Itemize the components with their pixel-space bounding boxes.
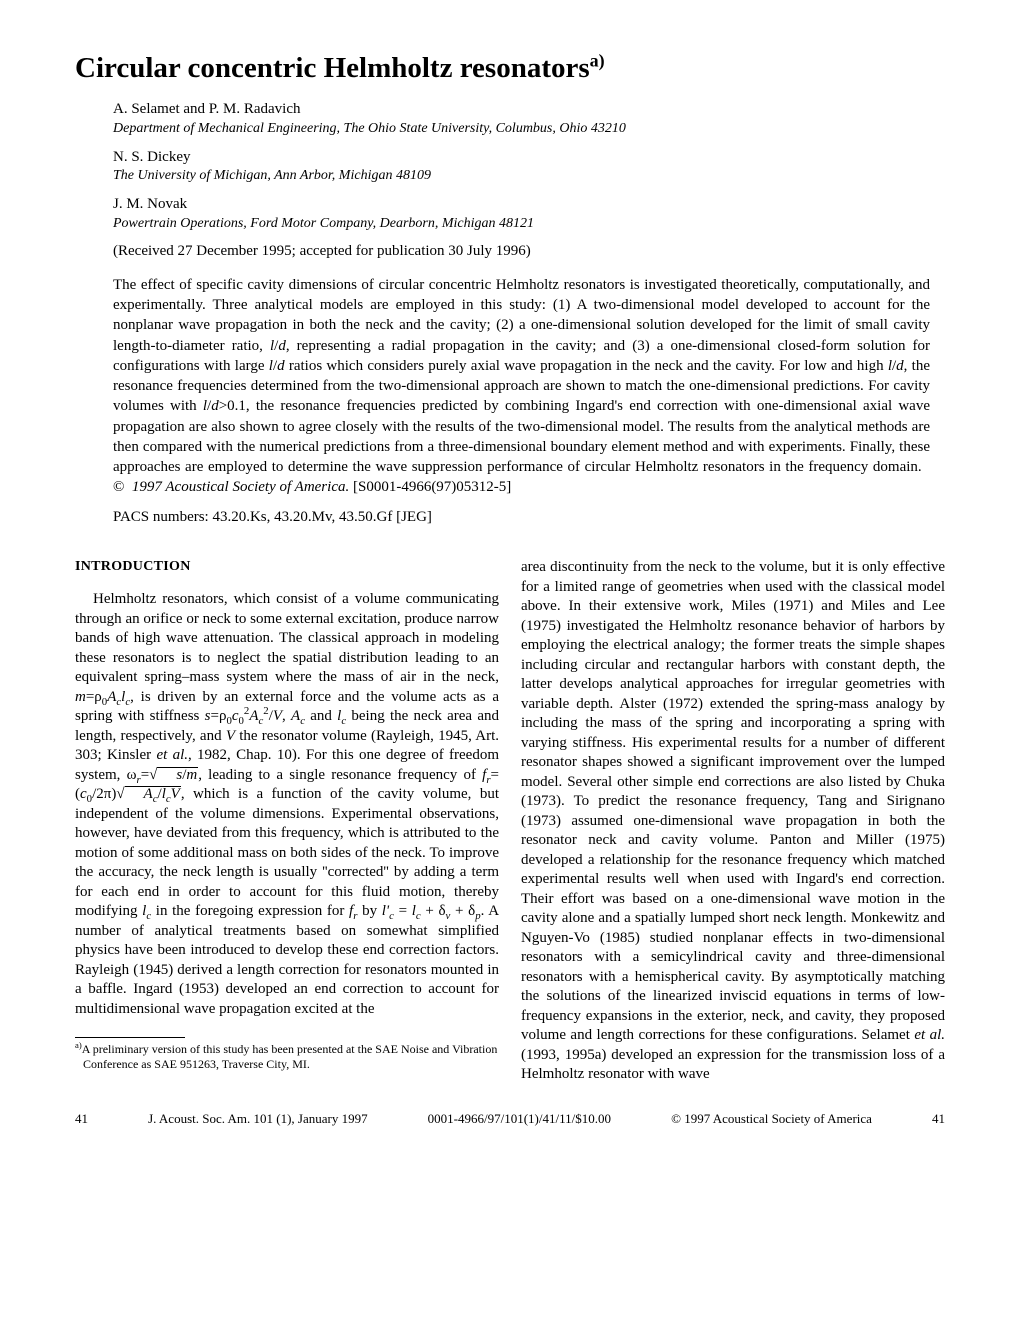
- author-block-1: A. Selamet and P. M. Radavich Department…: [113, 100, 945, 137]
- paper-title: Circular concentric Helmholtz resonators…: [75, 50, 945, 86]
- abstract: The effect of specific cavity dimensions…: [113, 275, 930, 498]
- page-footer: 41 J. Acoust. Soc. Am. 101 (1), January …: [75, 1111, 945, 1127]
- footnote: a)A preliminary version of this study ha…: [75, 1042, 499, 1071]
- author-affiliation: The University of Michigan, Ann Arbor, M…: [113, 167, 945, 185]
- author-block-3: J. M. Novak Powertrain Operations, Ford …: [113, 195, 945, 232]
- author-affiliation: Powertrain Operations, Ford Motor Compan…: [113, 215, 945, 233]
- section-heading: INTRODUCTION: [75, 558, 499, 576]
- body-columns: INTRODUCTION Helmholtz resonators, which…: [75, 558, 945, 1085]
- author-affiliation: Department of Mechanical Engineering, Th…: [113, 120, 945, 138]
- body-paragraph: Helmholtz resonators, which consist of a…: [75, 590, 499, 1019]
- footer-issn: 0001-4966/97/101(1)/41/11/$10.00: [428, 1111, 611, 1127]
- page-number-right: 41: [932, 1111, 945, 1127]
- footer-copyright: © 1997 Acoustical Society of America: [671, 1111, 872, 1127]
- page-number-left: 41: [75, 1111, 88, 1127]
- author-names: N. S. Dickey: [113, 148, 945, 167]
- pacs-numbers: PACS numbers: 43.20.Ks, 43.20.Mv, 43.50.…: [113, 508, 945, 527]
- footnote-rule: [75, 1037, 185, 1038]
- right-column: area discontinuity from the neck to the …: [521, 558, 945, 1085]
- author-block-2: N. S. Dickey The University of Michigan,…: [113, 148, 945, 185]
- footer-journal: J. Acoust. Soc. Am. 101 (1), January 199…: [148, 1111, 368, 1127]
- left-column: INTRODUCTION Helmholtz resonators, which…: [75, 558, 499, 1085]
- author-names: A. Selamet and P. M. Radavich: [113, 100, 945, 119]
- received-date: (Received 27 December 1995; accepted for…: [113, 242, 945, 261]
- body-paragraph: area discontinuity from the neck to the …: [521, 558, 945, 1085]
- author-names: J. M. Novak: [113, 195, 945, 214]
